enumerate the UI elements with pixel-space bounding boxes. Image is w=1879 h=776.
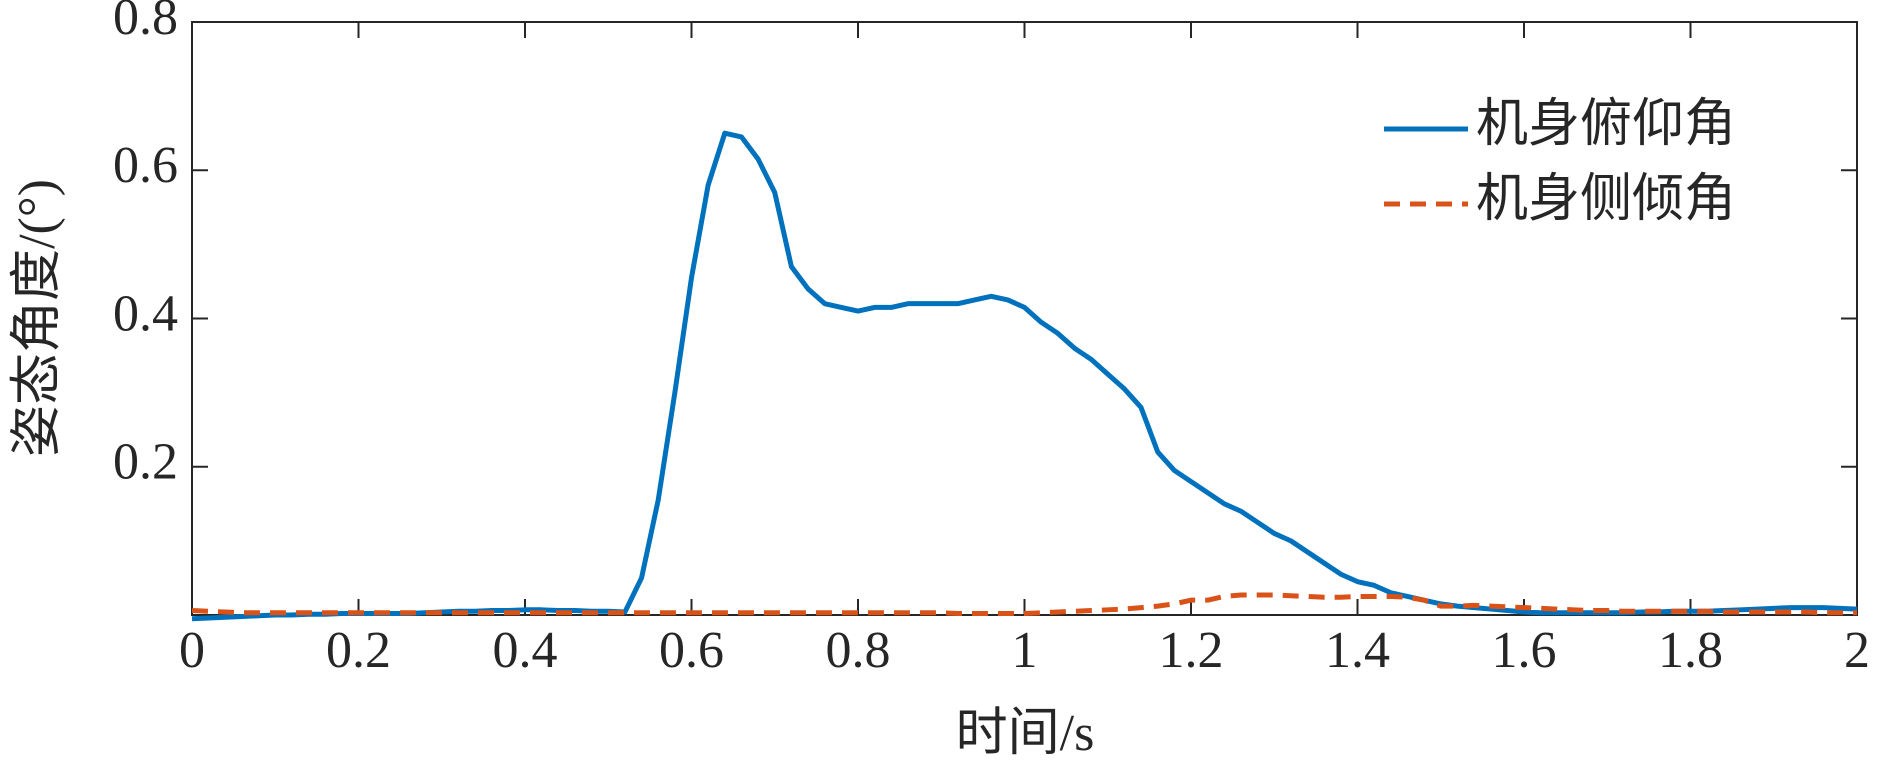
x-tick-label: 0.2: [326, 622, 391, 679]
legend-label: 机身侧倾角: [1476, 171, 1736, 228]
y-tick-label: 0.6: [113, 137, 178, 194]
y-axis-label: 姿态角度/(°): [9, 179, 66, 457]
x-tick-label: 1: [1012, 622, 1038, 679]
x-tick-label: 2: [1844, 622, 1870, 679]
x-tick-label: 0.8: [826, 622, 891, 679]
x-tick-label: 1.2: [1159, 622, 1224, 679]
x-tick-label: 1.6: [1492, 622, 1557, 679]
y-tick-label: 0.4: [113, 285, 178, 342]
x-tick-label: 1.4: [1325, 622, 1390, 679]
x-tick-label: 0.4: [493, 622, 558, 679]
legend-label: 机身俯仰角: [1476, 96, 1736, 153]
x-tick-label: 0: [179, 622, 205, 679]
data-line: [191, 592, 1857, 617]
y-tick-label: 0.2: [113, 434, 178, 491]
data-line: [191, 130, 1858, 622]
x-axis-label: 时间/s: [956, 705, 1095, 762]
x-tick-label: 0.6: [659, 622, 724, 679]
x-tick-label: 1.8: [1658, 622, 1723, 679]
y-tick-label: 0.8: [113, 0, 178, 46]
